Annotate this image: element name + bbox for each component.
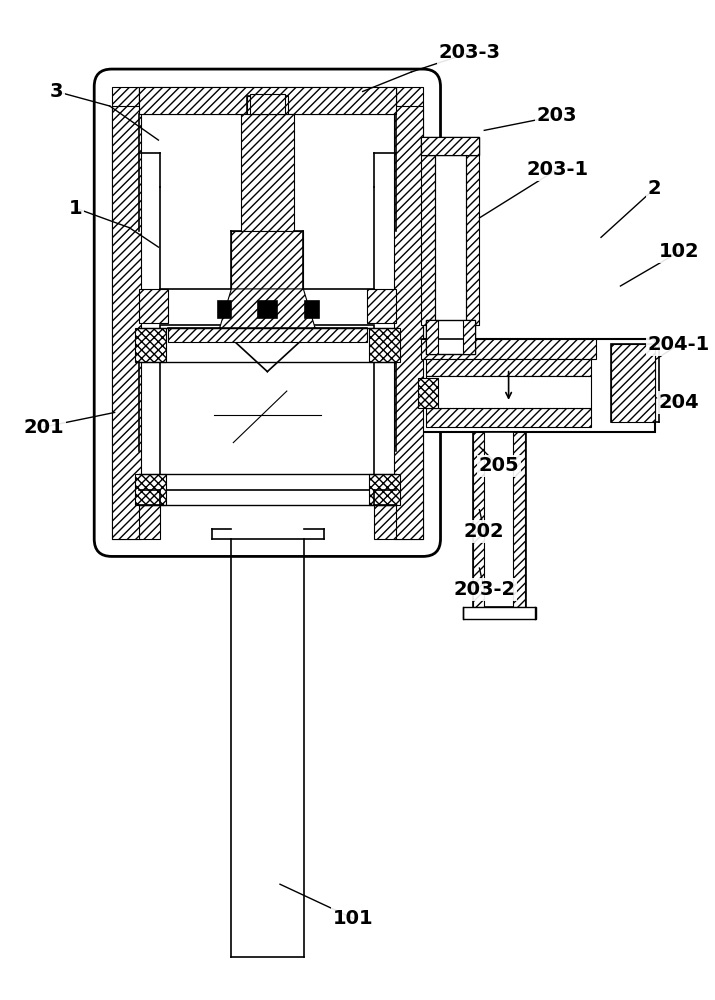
Bar (396, 87, 423, 539)
Bar (139, 505, 160, 539)
Bar (421, 155, 480, 325)
Bar (257, 301, 277, 318)
Text: 201: 201 (24, 418, 64, 437)
Bar (250, 94, 285, 114)
Text: 2: 2 (648, 179, 661, 198)
Bar (368, 474, 400, 505)
Bar (421, 339, 596, 359)
Bar (421, 137, 480, 155)
Text: 102: 102 (659, 242, 699, 261)
Text: 203-2: 203-2 (453, 580, 516, 599)
Bar (394, 106, 423, 539)
Text: 204: 204 (659, 393, 699, 412)
Text: 204-1: 204-1 (648, 335, 710, 354)
Bar (305, 301, 319, 318)
Bar (463, 607, 536, 619)
Bar (463, 320, 475, 354)
Text: 203: 203 (537, 106, 578, 125)
Bar (135, 474, 166, 505)
Bar (426, 359, 591, 376)
Bar (611, 344, 654, 422)
Bar (160, 325, 375, 490)
Bar (465, 155, 480, 325)
Bar (421, 155, 435, 325)
Text: 202: 202 (464, 522, 505, 541)
Bar (218, 301, 232, 318)
Text: 203-3: 203-3 (439, 43, 500, 62)
Bar (139, 87, 396, 114)
Bar (426, 376, 591, 408)
Bar (426, 320, 475, 354)
Bar (112, 87, 139, 539)
Bar (139, 289, 168, 323)
Bar (247, 96, 288, 114)
Bar (139, 87, 396, 114)
Text: 205: 205 (478, 456, 519, 475)
Bar (139, 87, 396, 114)
Bar (139, 114, 396, 539)
Bar (473, 432, 484, 607)
Bar (421, 339, 654, 432)
Bar (112, 106, 141, 539)
Bar (418, 378, 438, 408)
Bar (473, 432, 526, 607)
Text: 203-1: 203-1 (526, 160, 588, 179)
Bar (232, 231, 303, 289)
Bar (513, 432, 525, 607)
Bar (135, 328, 166, 362)
Text: 3: 3 (49, 82, 63, 101)
Bar (168, 328, 367, 342)
Circle shape (214, 362, 321, 469)
Bar (611, 344, 654, 422)
FancyBboxPatch shape (94, 69, 440, 556)
Bar (375, 505, 396, 539)
Bar (426, 408, 591, 427)
Bar (367, 289, 396, 323)
Bar (426, 320, 438, 354)
Polygon shape (220, 289, 315, 328)
Bar (368, 328, 400, 362)
Text: 1: 1 (69, 199, 82, 218)
Text: 101: 101 (332, 909, 373, 928)
Bar (247, 96, 288, 114)
Bar (241, 114, 294, 231)
Bar (421, 137, 480, 155)
